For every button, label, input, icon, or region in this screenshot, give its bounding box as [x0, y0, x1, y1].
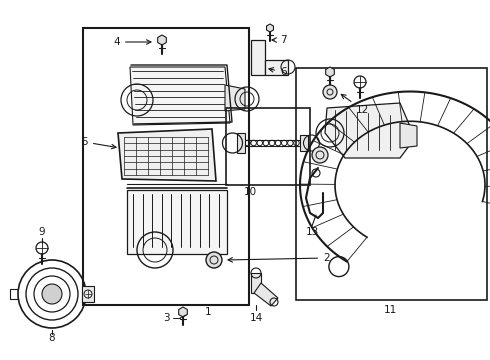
Text: 5: 5 — [81, 137, 116, 149]
Polygon shape — [265, 60, 288, 75]
Polygon shape — [127, 190, 227, 254]
Polygon shape — [118, 129, 216, 181]
Text: 14: 14 — [249, 313, 263, 323]
Polygon shape — [251, 273, 261, 293]
Circle shape — [312, 147, 328, 163]
Polygon shape — [400, 123, 417, 148]
Bar — [299, 135, 308, 151]
Text: 8: 8 — [49, 333, 55, 343]
Text: 2: 2 — [228, 253, 330, 263]
Polygon shape — [130, 67, 230, 125]
Polygon shape — [225, 85, 245, 111]
Text: 10: 10 — [244, 187, 257, 197]
Text: 9: 9 — [39, 227, 45, 237]
Polygon shape — [267, 24, 273, 32]
Polygon shape — [251, 40, 265, 75]
Bar — [226, 108, 310, 185]
Text: 12: 12 — [341, 94, 369, 115]
Polygon shape — [179, 307, 187, 317]
Text: 11: 11 — [383, 305, 396, 315]
Text: 13: 13 — [305, 227, 318, 237]
Bar — [237, 133, 245, 153]
Bar — [83, 28, 249, 305]
Polygon shape — [82, 286, 94, 302]
Circle shape — [42, 284, 62, 304]
Text: 1: 1 — [205, 307, 211, 317]
Polygon shape — [158, 35, 166, 45]
Text: 6: 6 — [269, 67, 287, 77]
Text: 4: 4 — [113, 37, 151, 47]
Polygon shape — [326, 67, 334, 77]
Circle shape — [206, 252, 222, 268]
Text: 7: 7 — [272, 35, 287, 45]
Circle shape — [323, 85, 337, 99]
Bar — [296, 68, 487, 300]
Text: 3: 3 — [163, 313, 170, 323]
Polygon shape — [254, 283, 278, 306]
Polygon shape — [325, 103, 415, 158]
